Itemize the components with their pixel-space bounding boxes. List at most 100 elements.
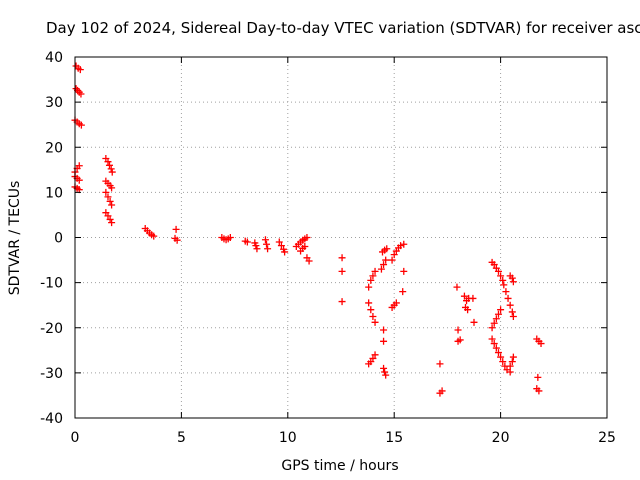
data-point: [305, 257, 313, 265]
data-point: [75, 162, 83, 170]
data-point: [509, 278, 517, 286]
y-axis-label: SDTVAR / TECUs: [7, 181, 23, 296]
data-point: [400, 267, 408, 275]
data-point: [492, 344, 500, 352]
data-point: [371, 267, 379, 275]
data-point: [506, 362, 514, 370]
y-tick-label: 30: [45, 95, 63, 111]
data-point: [371, 351, 379, 359]
y-tick-label: -30: [40, 366, 63, 382]
data-point: [499, 358, 507, 366]
data-point: [301, 243, 309, 251]
data-point: [102, 188, 110, 196]
data-point: [108, 201, 116, 209]
data-point: [253, 245, 261, 253]
data-point: [104, 212, 112, 220]
data-point: [456, 336, 464, 344]
y-tick-label: -20: [40, 321, 63, 337]
data-point: [535, 387, 543, 395]
data-point: [392, 299, 400, 307]
x-tick-label: 25: [598, 430, 616, 446]
data-point: [338, 298, 346, 306]
x-axis-label: GPS time / hours: [281, 458, 398, 474]
data-point: [380, 326, 388, 334]
data-point: [400, 240, 408, 248]
data-point: [509, 312, 517, 320]
data-point: [488, 324, 496, 332]
data-point: [383, 245, 391, 253]
data-point: [506, 368, 514, 376]
data-point: [172, 225, 180, 233]
data-point: [488, 335, 496, 343]
data-point: [263, 240, 271, 248]
data-point: [369, 354, 377, 362]
data-point: [365, 283, 373, 291]
data-point: [281, 248, 289, 256]
y-tick-label: -10: [40, 276, 63, 292]
y-tick-label: 20: [45, 140, 63, 156]
data-point: [252, 242, 260, 250]
data-point: [173, 236, 181, 244]
data-point: [108, 184, 116, 192]
data-point: [369, 312, 377, 320]
data-point: [106, 197, 114, 205]
data-point: [365, 299, 373, 307]
data-point: [454, 326, 462, 334]
data-point: [104, 193, 112, 201]
data-point: [77, 121, 85, 129]
data-point: [108, 219, 116, 227]
data-point: [75, 176, 83, 184]
data-point: [508, 308, 516, 316]
x-tick-label: 15: [385, 430, 403, 446]
grid: [75, 57, 607, 418]
data-point: [469, 294, 477, 302]
y-tick-label: 40: [45, 50, 63, 66]
data-point: [150, 232, 158, 240]
data-point: [381, 368, 389, 376]
data-point: [508, 274, 516, 282]
data-point: [494, 267, 502, 275]
data-point: [371, 318, 379, 326]
data-point: [226, 234, 234, 241]
data-point: [104, 158, 112, 166]
data-point: [105, 161, 113, 169]
data-point: [277, 242, 285, 250]
data-point: [497, 272, 505, 280]
y-tick-label: -40: [40, 411, 63, 427]
data-point: [261, 236, 269, 244]
data-point: [494, 310, 502, 318]
data-point: [438, 387, 446, 395]
data-point: [436, 360, 444, 368]
data-point: [504, 294, 512, 302]
data-point: [338, 267, 346, 275]
data-point: [243, 238, 251, 246]
x-tick-label: 10: [279, 430, 297, 446]
data-point: [338, 254, 346, 262]
data-point: [490, 319, 498, 327]
data-point: [390, 251, 398, 259]
data-point: [490, 340, 498, 348]
data-point: [508, 358, 516, 366]
data-point: [303, 234, 311, 241]
data-point: [382, 371, 390, 379]
data-point: [367, 276, 375, 284]
data-point: [106, 215, 114, 223]
data-point: [500, 281, 508, 289]
data-point: [490, 261, 498, 269]
data-point: [77, 90, 85, 98]
data-point: [380, 261, 388, 269]
data-point: [537, 340, 545, 348]
x-tick-label: 5: [177, 430, 186, 446]
data-point: [382, 256, 390, 264]
data-point: [380, 337, 388, 345]
data-point: [275, 238, 283, 246]
y-tick-label: 10: [45, 185, 63, 201]
data-point: [76, 66, 84, 74]
data-point: [464, 306, 472, 314]
data-point: [506, 301, 514, 309]
data-point: [509, 353, 517, 361]
data-point: [388, 256, 396, 264]
data-point: [399, 288, 407, 296]
data-point: [502, 288, 510, 296]
